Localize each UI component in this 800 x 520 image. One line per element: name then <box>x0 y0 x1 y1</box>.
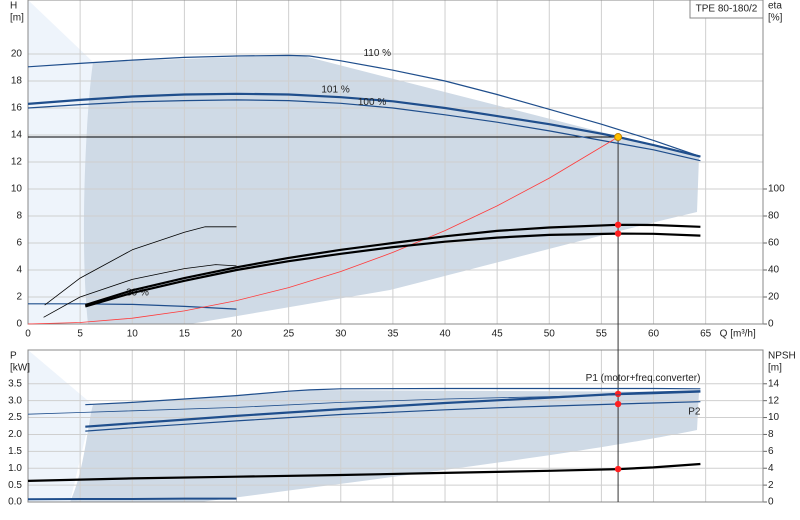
y2-tick-label: 80 <box>768 211 780 222</box>
y-tick-label: 16 <box>11 103 23 114</box>
plot-frame <box>27 349 764 503</box>
y2-axis-label: [%] <box>768 13 783 24</box>
y2-tick-label: 8 <box>768 429 774 440</box>
curve <box>27 497 237 501</box>
y-tick-label: 18 <box>11 76 23 87</box>
duty-dot <box>614 390 622 398</box>
chart-title: TPE 80-180/2 <box>696 4 758 15</box>
plot-frame <box>27 0 764 325</box>
y2-tick-label: 10 <box>768 412 780 423</box>
y-tick-label: 3.0 <box>8 395 22 406</box>
x-tick-label: 45 <box>492 329 504 340</box>
curve-label: 100 % <box>358 97 386 108</box>
y-axis-label: H <box>10 1 17 12</box>
x-tick-label: 65 <box>700 329 712 340</box>
y2-tick-label: 100 <box>768 184 785 195</box>
y-tick-label: 10 <box>11 184 23 195</box>
y-tick-label: 0 <box>16 319 22 330</box>
x-tick-label: 60 <box>648 329 660 340</box>
y-axis-label: P <box>10 351 17 362</box>
y-axis-label: [m] <box>10 13 24 24</box>
duty-dot <box>614 400 622 408</box>
y2-tick-label: 0 <box>768 497 774 508</box>
x-tick-label: 25 <box>283 329 295 340</box>
y-tick-label: 3.5 <box>8 378 22 389</box>
curve <box>43 264 237 318</box>
range-light <box>28 350 93 502</box>
curve <box>85 387 701 406</box>
x-tick-label: 0 <box>25 329 31 340</box>
y-tick-label: 2.0 <box>8 429 22 440</box>
curve <box>27 92 701 158</box>
y-tick-label: 1.5 <box>8 446 22 457</box>
y2-tick-label: 20 <box>768 292 780 303</box>
curve-label: 101 % <box>321 85 349 96</box>
y-tick-label: 4 <box>16 265 22 276</box>
y-tick-label: 8 <box>16 211 22 222</box>
y-tick-label: 14 <box>11 130 23 141</box>
curve-label: P2 <box>688 406 701 417</box>
curve-label: 110 % <box>363 48 391 59</box>
y2-tick-label: 14 <box>768 378 780 389</box>
duty-dot <box>614 230 622 237</box>
y2-tick-label: 60 <box>768 238 780 249</box>
y-axis-label: [kW] <box>10 363 30 374</box>
title-box <box>689 0 764 19</box>
y2-tick-label: 6 <box>768 446 774 457</box>
y2-tick-label: 40 <box>768 265 780 276</box>
duty-point <box>614 133 623 142</box>
y2-tick-label: 12 <box>768 395 780 406</box>
x-axis-label: Q [m³/h] <box>720 329 756 340</box>
x-tick-label: 10 <box>127 329 139 340</box>
curve-label: P1 (motor+freq.converter) <box>586 373 701 384</box>
x-tick-label: 35 <box>387 329 399 340</box>
x-tick-label: 55 <box>596 329 608 340</box>
y2-axis-label: NPSH <box>768 351 796 362</box>
y2-tick-label: 0 <box>768 319 774 330</box>
y2-tick-label: 2 <box>768 480 774 491</box>
y-tick-label: 12 <box>11 157 23 168</box>
y2-axis-label: eta <box>768 1 782 12</box>
duty-dot <box>614 221 622 228</box>
y-tick-label: 20 <box>11 49 23 60</box>
y2-axis-label: [m] <box>768 363 782 374</box>
y2-tick-label: 4 <box>768 463 774 474</box>
curve <box>27 136 619 325</box>
y-tick-label: 2.5 <box>8 412 22 423</box>
curve <box>27 391 701 415</box>
curve <box>27 462 701 482</box>
y-tick-label: 1.0 <box>8 463 22 474</box>
y-tick-label: 0.0 <box>8 497 22 508</box>
x-tick-label: 30 <box>335 329 347 340</box>
curve <box>27 99 701 162</box>
x-tick-label: 5 <box>77 329 83 340</box>
x-tick-label: 15 <box>179 329 191 340</box>
y-tick-label: 0.5 <box>8 480 22 491</box>
curve <box>44 226 237 306</box>
y-tick-label: 2 <box>16 292 22 303</box>
duty-dot <box>614 465 622 473</box>
x-tick-label: 40 <box>439 329 451 340</box>
curve <box>27 54 701 158</box>
x-tick-label: 50 <box>544 329 556 340</box>
x-tick-label: 20 <box>231 329 243 340</box>
y-tick-label: 6 <box>16 238 22 249</box>
